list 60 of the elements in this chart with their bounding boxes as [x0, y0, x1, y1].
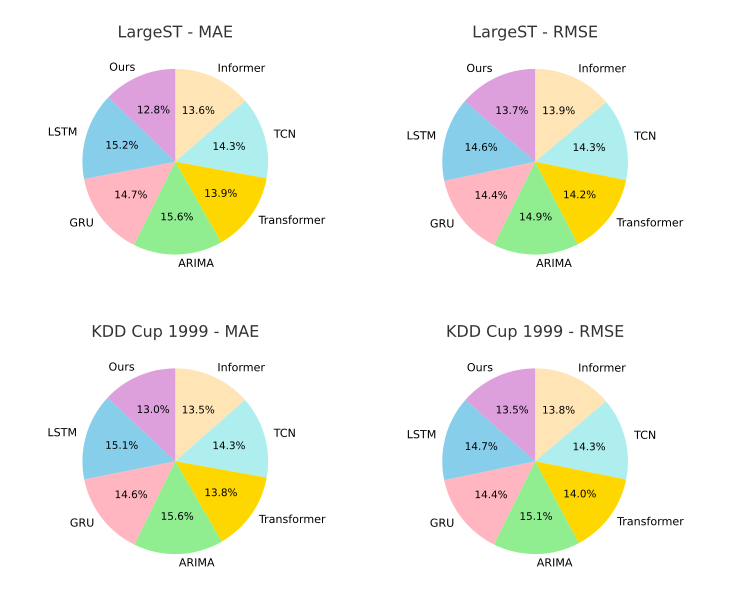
data-label: 15.1%	[106, 441, 138, 449]
slice-label: Informer	[218, 362, 265, 372]
data-label: 14.4%	[476, 191, 508, 199]
slice-label: GRU	[70, 518, 94, 527]
data-label: 13.7%	[496, 106, 528, 114]
slice-label: Transformer	[258, 514, 326, 524]
slice-label: Ours	[110, 62, 135, 71]
slice-label: ARIMA	[536, 258, 572, 267]
data-label: 13.5%	[496, 406, 528, 414]
slice-label: GRU	[430, 219, 454, 228]
data-label: 14.2%	[564, 190, 596, 198]
chart-title: KDD Cup 1999 - MAE	[92, 324, 258, 340]
data-label: 13.9%	[543, 106, 575, 114]
slice-label: Ours	[467, 362, 492, 372]
slice-label: Transformer	[258, 215, 326, 224]
chart-title: LargeST - MAE	[119, 25, 232, 41]
data-label: 12.8%	[138, 106, 170, 114]
slice-label: LSTM	[408, 131, 436, 140]
data-label: 14.7%	[115, 190, 147, 198]
data-label: 15.6%	[161, 212, 193, 220]
slice-label: Informer	[218, 63, 266, 72]
data-label: 13.8%	[205, 488, 237, 496]
slice-label: Ours	[466, 64, 492, 72]
data-label: 14.6%	[466, 143, 498, 151]
slice-label: LSTM	[408, 430, 436, 438]
slice-label: TCN	[274, 129, 295, 138]
slice-label: Informer	[579, 363, 626, 372]
data-label: 14.0%	[564, 490, 596, 498]
data-label: 14.3%	[214, 142, 245, 150]
slice-label: GRU	[70, 218, 93, 227]
slice-label: GRU	[430, 518, 454, 527]
data-label: 14.3%	[214, 441, 245, 450]
data-label: 13.0%	[138, 405, 170, 414]
slice-label: ARIMA	[178, 558, 215, 566]
chart-title: KDD Cup 1999 - RMSE	[448, 324, 624, 340]
data-label: 14.4%	[476, 490, 508, 498]
data-label: 13.9%	[205, 189, 237, 197]
data-label: 14.6%	[116, 490, 148, 498]
chart-title: LargeST - RMSE	[474, 25, 598, 41]
data-label: 15.1%	[520, 512, 552, 520]
slice-label: TCN	[634, 430, 656, 439]
data-label: 15.6%	[162, 512, 194, 520]
slice-label: TCN	[274, 428, 295, 438]
data-label: 14.9%	[520, 212, 552, 220]
slice-label: TCN	[634, 131, 656, 140]
slice-label: Ours	[109, 362, 134, 371]
data-label: 13.5%	[182, 406, 214, 414]
slice-label: ARIMA	[536, 558, 572, 566]
data-label: 14.3%	[574, 442, 606, 450]
data-label: 15.2%	[106, 140, 138, 149]
slice-label: Transformer	[616, 218, 684, 227]
slice-label: Transformer	[617, 516, 684, 526]
slice-label: LSTM	[48, 428, 76, 436]
data-label: 13.6%	[182, 106, 214, 114]
data-label: 14.7%	[466, 442, 498, 450]
data-label: 14.3%	[574, 143, 606, 152]
data-label: 13.8%	[543, 406, 575, 414]
slice-label: LSTM	[48, 127, 76, 136]
slice-label: ARIMA	[178, 258, 214, 267]
slice-label: Informer	[579, 64, 626, 72]
